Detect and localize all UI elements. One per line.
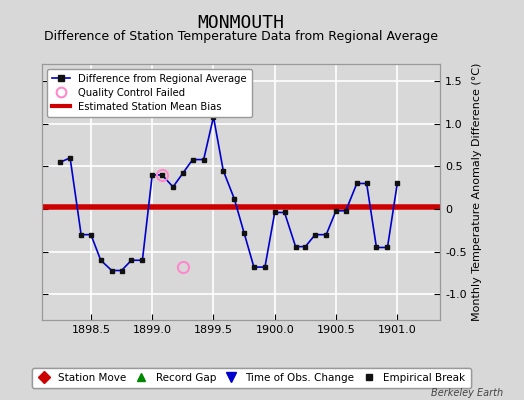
Text: Berkeley Earth: Berkeley Earth [431, 388, 503, 398]
Legend: Station Move, Record Gap, Time of Obs. Change, Empirical Break: Station Move, Record Gap, Time of Obs. C… [32, 368, 471, 388]
Y-axis label: Monthly Temperature Anomaly Difference (°C): Monthly Temperature Anomaly Difference (… [472, 63, 482, 321]
Text: Difference of Station Temperature Data from Regional Average: Difference of Station Temperature Data f… [44, 30, 438, 43]
Legend: Difference from Regional Average, Quality Control Failed, Estimated Station Mean: Difference from Regional Average, Qualit… [47, 69, 252, 117]
Text: MONMOUTH: MONMOUTH [198, 14, 285, 32]
